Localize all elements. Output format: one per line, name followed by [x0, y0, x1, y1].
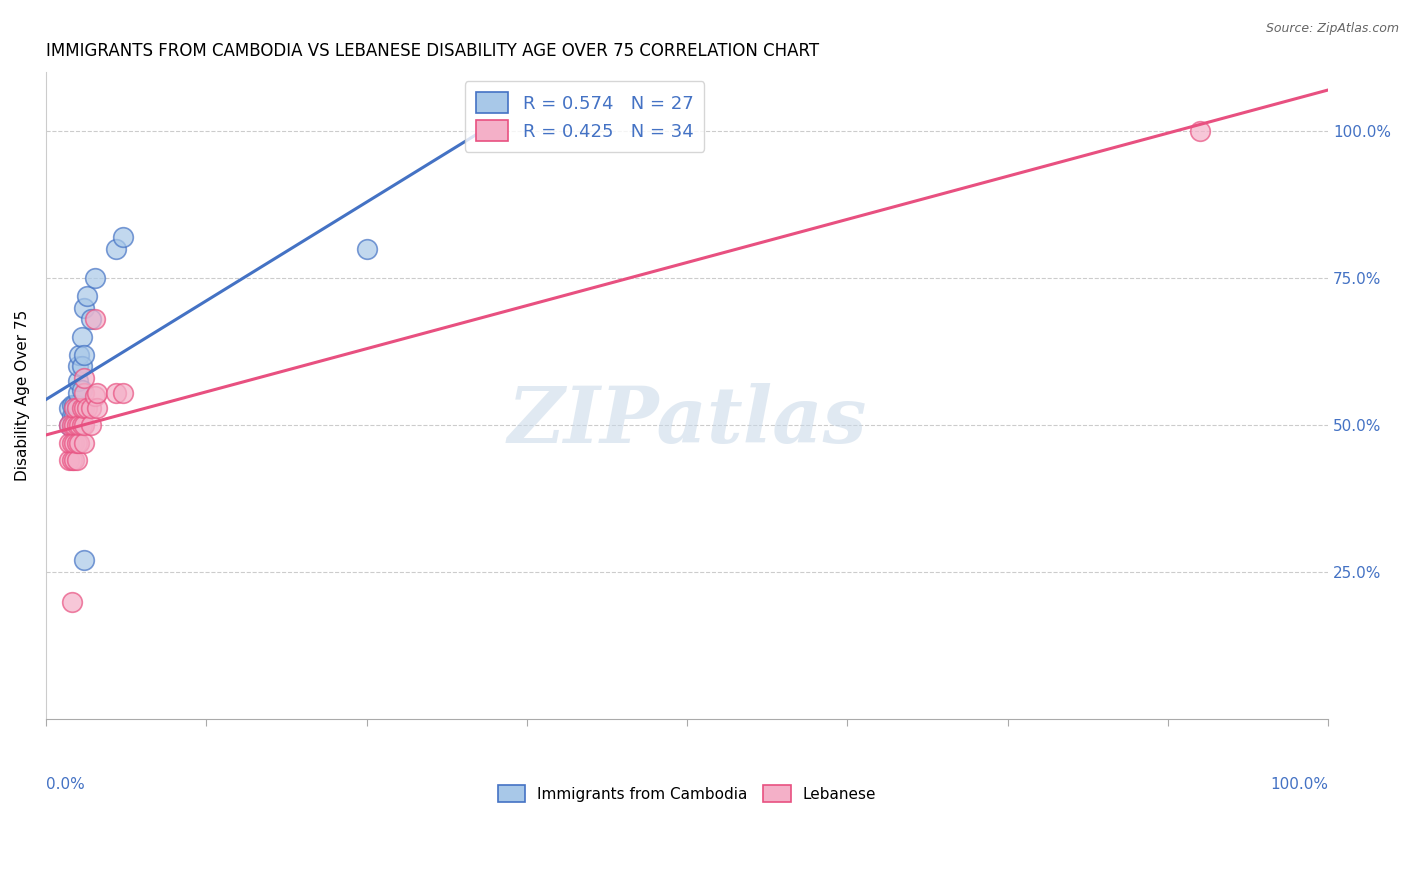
Point — [63, 418, 86, 433]
Point — [66, 435, 89, 450]
Point — [58, 418, 80, 433]
Point — [83, 389, 105, 403]
Point — [73, 553, 96, 567]
Point — [66, 401, 89, 415]
Point — [73, 371, 96, 385]
Point — [356, 242, 378, 256]
Point — [60, 594, 83, 608]
Text: 100.0%: 100.0% — [1270, 778, 1329, 792]
Point — [73, 435, 96, 450]
Point — [86, 401, 108, 415]
Point — [58, 418, 80, 433]
Point — [105, 242, 128, 256]
Point — [73, 385, 96, 400]
Point — [58, 453, 80, 467]
Point — [73, 401, 96, 415]
Point — [60, 421, 83, 435]
Point — [80, 312, 103, 326]
Point — [66, 359, 89, 374]
Point — [1188, 124, 1211, 138]
Point — [73, 348, 96, 362]
Point — [66, 418, 89, 433]
Point — [73, 301, 96, 315]
Text: Source: ZipAtlas.com: Source: ZipAtlas.com — [1265, 22, 1399, 36]
Point — [60, 398, 83, 412]
Legend: Immigrants from Cambodia, Lebanese: Immigrants from Cambodia, Lebanese — [492, 779, 883, 808]
Point — [83, 271, 105, 285]
Point — [76, 289, 98, 303]
Point — [58, 401, 80, 415]
Point — [67, 435, 90, 450]
Point — [83, 312, 105, 326]
Point — [63, 401, 86, 415]
Point — [70, 330, 93, 344]
Point — [63, 409, 86, 424]
Point — [73, 418, 96, 433]
Point — [111, 385, 134, 400]
Point — [60, 409, 83, 424]
Point — [58, 435, 80, 450]
Point — [63, 435, 86, 450]
Point — [66, 398, 89, 412]
Point — [70, 383, 93, 397]
Point — [60, 435, 83, 450]
Point — [105, 385, 128, 400]
Point — [63, 453, 86, 467]
Point — [66, 418, 89, 433]
Point — [70, 418, 93, 433]
Text: 0.0%: 0.0% — [46, 778, 84, 792]
Point — [70, 401, 93, 415]
Point — [111, 230, 134, 244]
Point — [60, 453, 83, 467]
Point — [70, 359, 93, 374]
Point — [76, 401, 98, 415]
Point — [67, 348, 90, 362]
Point — [66, 385, 89, 400]
Point — [66, 374, 89, 388]
Point — [86, 385, 108, 400]
Y-axis label: Disability Age Over 75: Disability Age Over 75 — [15, 310, 30, 482]
Point — [60, 418, 83, 433]
Point — [67, 418, 90, 433]
Point — [66, 453, 89, 467]
Point — [66, 409, 89, 424]
Point — [80, 401, 103, 415]
Text: ZIPatlas: ZIPatlas — [508, 384, 866, 460]
Point — [80, 418, 103, 433]
Point — [63, 398, 86, 412]
Text: IMMIGRANTS FROM CAMBODIA VS LEBANESE DISABILITY AGE OVER 75 CORRELATION CHART: IMMIGRANTS FROM CAMBODIA VS LEBANESE DIS… — [46, 42, 820, 60]
Point — [63, 418, 86, 433]
